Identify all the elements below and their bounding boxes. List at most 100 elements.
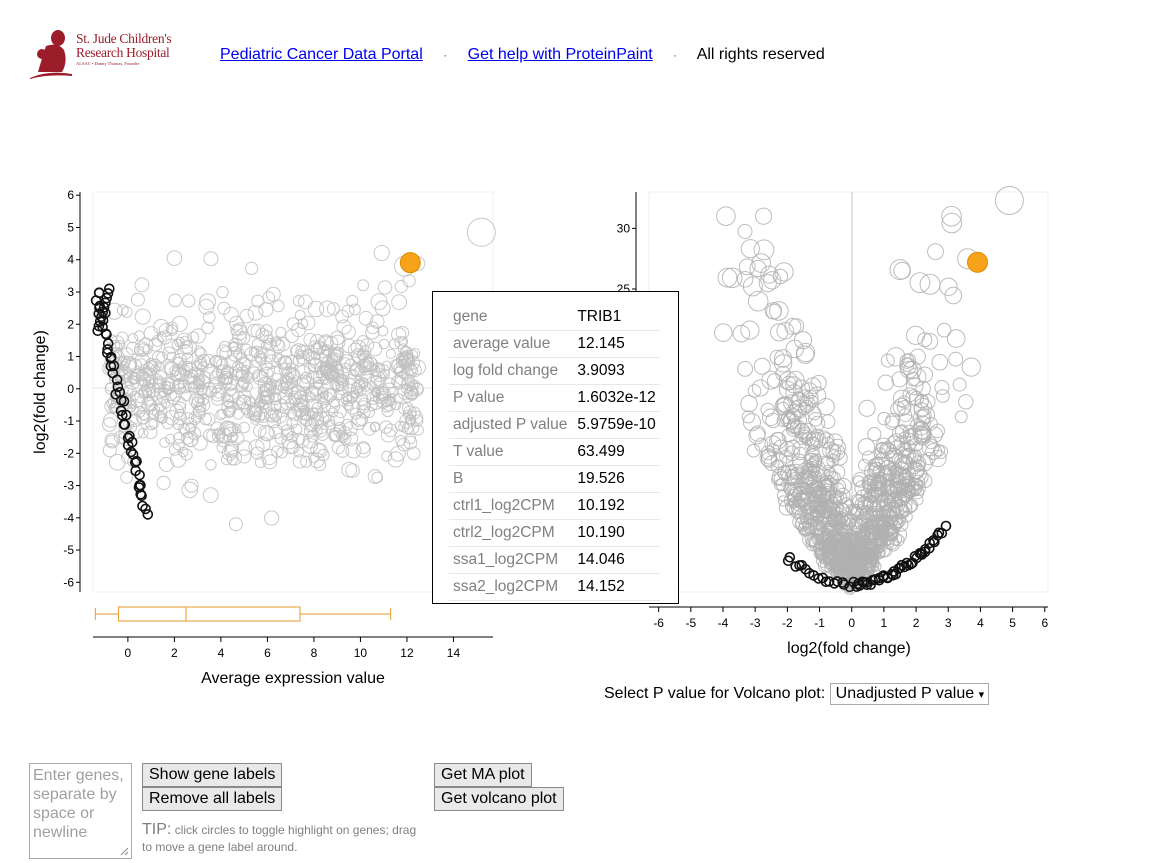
ma-point <box>395 326 410 340</box>
volcano-point <box>886 568 897 580</box>
volcano-point <box>795 492 810 508</box>
ma-point <box>177 343 194 360</box>
show-gene-labels-button[interactable]: Show gene labels <box>142 763 283 787</box>
pvalue-select[interactable]: Unadjusted P value ▾ <box>829 683 990 705</box>
st-jude-logo: St. Jude Children's Research Hospital AL… <box>28 28 198 80</box>
remove-all-labels-button[interactable]: Remove all labels <box>142 787 283 811</box>
ma-point <box>336 444 350 458</box>
volcano-point <box>889 478 905 495</box>
nav-separator: · <box>673 48 678 62</box>
ma-point <box>157 412 168 424</box>
ma-point <box>403 435 418 450</box>
ma-point <box>101 292 112 304</box>
volcano-point <box>919 394 936 410</box>
ma-point <box>310 350 321 361</box>
volcano-point <box>902 387 918 403</box>
volcano-point <box>773 471 790 487</box>
volcano-point <box>893 261 911 280</box>
ma-points[interactable] <box>90 217 496 532</box>
ma-point <box>238 421 250 434</box>
ma-point <box>172 357 185 369</box>
volcano-point <box>873 447 887 460</box>
ma-point <box>263 409 277 422</box>
volcano-point <box>786 500 802 516</box>
volcano-point <box>927 243 944 261</box>
volcano-point <box>805 536 821 552</box>
ma-point <box>174 408 187 421</box>
ma-point <box>324 419 336 430</box>
volcano-point <box>897 501 913 517</box>
ma-point <box>211 367 223 379</box>
ma-point <box>351 411 367 427</box>
ma-point <box>189 366 202 379</box>
ma-point <box>382 382 396 396</box>
ma-point <box>323 363 337 377</box>
ma-point <box>260 426 276 442</box>
ma-point <box>100 297 111 309</box>
tooltip-row: B 19.526 <box>449 465 660 493</box>
volcano-points[interactable] <box>714 186 1024 595</box>
ma-point <box>215 409 227 421</box>
genes-input[interactable]: Enter genes, separate by space or newlin… <box>29 763 132 859</box>
ma-point <box>365 325 380 340</box>
volcano-x-tick-label: -6 <box>653 616 664 630</box>
ma-point <box>338 432 349 443</box>
volcano-point <box>827 547 843 563</box>
ma-point <box>139 410 150 421</box>
ma-point <box>286 417 298 429</box>
tooltip-value: TRIB1 <box>571 304 660 331</box>
get-volcano-plot-button[interactable]: Get volcano plot <box>434 787 564 811</box>
ma-point <box>297 400 310 413</box>
ma-point <box>302 434 318 449</box>
ma-point <box>265 286 281 302</box>
volcano-point <box>886 347 906 367</box>
ma-point <box>323 387 338 402</box>
ma-point <box>343 401 354 412</box>
volcano-point <box>796 389 814 407</box>
ma-point <box>265 380 276 391</box>
ma-point <box>346 390 358 403</box>
ma-point <box>389 338 401 350</box>
ma-point <box>287 368 301 382</box>
ma-point <box>391 400 402 411</box>
ma-point <box>93 320 105 332</box>
ma-point <box>303 424 318 438</box>
volcano-point <box>872 531 887 545</box>
ma-point <box>373 377 385 389</box>
ma-point <box>127 372 140 385</box>
ma-point <box>369 314 385 329</box>
ma-point <box>311 401 324 414</box>
volcano-point <box>789 399 808 418</box>
volcano-point <box>732 324 751 343</box>
tooltip-key: ssa2_log2CPM <box>449 573 572 601</box>
boxplot-box <box>118 606 301 622</box>
volcano-point <box>916 408 932 424</box>
get-ma-plot-button[interactable]: Get MA plot <box>434 763 532 787</box>
ma-point <box>157 383 172 398</box>
ma-point <box>303 332 318 347</box>
ma-point <box>94 316 106 327</box>
volcano-select-row: Select P value for Volcano plot: Unadjus… <box>604 683 990 705</box>
volcano-point <box>740 239 760 259</box>
volcano-point <box>817 478 833 494</box>
tooltip-key: B <box>449 465 572 493</box>
help-proteinpaint-link[interactable]: Get help with ProteinPaint <box>467 46 653 63</box>
ma-point <box>357 350 368 361</box>
tooltip-value: 14.046 <box>571 546 660 574</box>
ma-point <box>242 381 253 393</box>
ma-point <box>116 331 129 344</box>
ma-point <box>213 427 226 440</box>
ma-point <box>92 325 103 337</box>
ma-y-tick-label: 6 <box>67 188 74 202</box>
ma-point <box>370 293 388 311</box>
ma-point <box>143 360 159 376</box>
ma-point <box>112 381 124 393</box>
resize-handle-icon[interactable] <box>120 847 129 856</box>
pediatric-cancer-portal-link[interactable]: Pediatric Cancer Data Portal <box>220 46 423 63</box>
volcano-x-tick-label: 1 <box>881 616 888 630</box>
volcano-x-tick-label: 3 <box>945 616 952 630</box>
ma-point <box>360 361 371 373</box>
ma-point <box>292 295 305 307</box>
volcano-highlight-point-trib1 <box>967 251 989 273</box>
ma-point <box>224 388 240 404</box>
